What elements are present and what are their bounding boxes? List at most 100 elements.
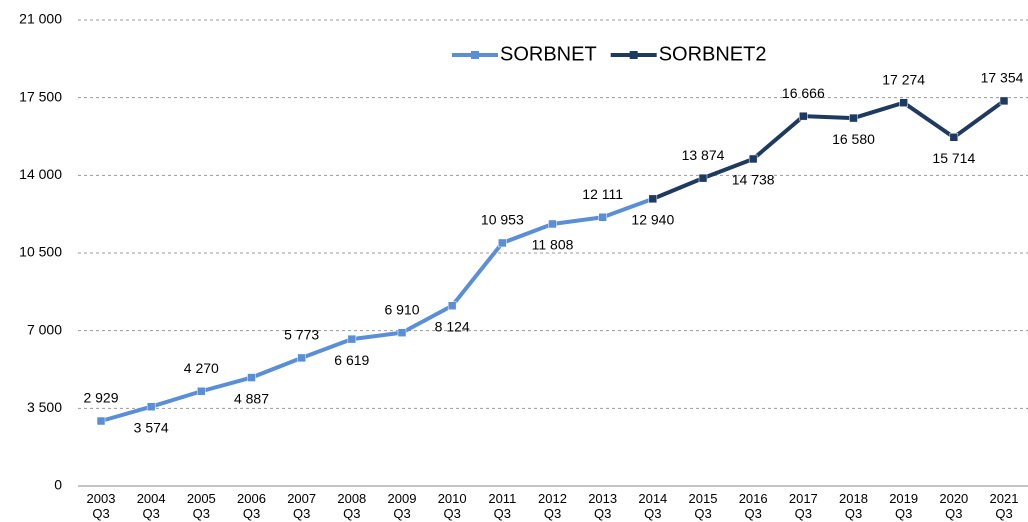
x-tick-year: 2014 — [638, 491, 667, 506]
x-tick-label: 2018 Q3 — [839, 491, 868, 521]
point — [397, 328, 407, 337]
x-tick-quarter: Q3 — [995, 506, 1012, 521]
data-label: 17 354 — [981, 70, 1024, 86]
point — [498, 238, 507, 248]
x-tick-label: 2008 Q3 — [337, 491, 366, 521]
point — [96, 416, 106, 426]
data-label: 13 874 — [682, 147, 725, 163]
point — [247, 373, 256, 382]
x-tick-label: 2012 Q3 — [538, 491, 567, 521]
y-tick-label: 0 — [54, 477, 62, 493]
data-label: 11 808 — [532, 237, 574, 253]
y-tick-label: 7 000 — [27, 321, 62, 337]
x-tick-year: 2010 — [438, 491, 467, 506]
legend-marker — [629, 51, 638, 59]
point — [748, 154, 758, 164]
data-label: 16 580 — [832, 131, 875, 147]
x-tick-label: 2007 Q3 — [287, 491, 316, 521]
legend-label: SORBNET — [500, 43, 597, 65]
x-tick-year: 2015 — [689, 491, 718, 506]
x-tick-quarter: Q3 — [193, 506, 210, 521]
x-tick-year: 2005 — [187, 491, 216, 506]
data-label: 5 773 — [284, 327, 319, 343]
point — [447, 301, 457, 310]
x-tick-label: 2009 Q3 — [388, 491, 417, 521]
series-line — [652, 99, 1006, 201]
y-tick-label: 3 500 — [27, 399, 62, 415]
y-tick-label: 21 000 — [19, 11, 62, 27]
x-tick-quarter: Q3 — [644, 506, 661, 521]
x-tick-year: 2009 — [388, 491, 417, 506]
point — [698, 173, 708, 183]
x-tick-quarter: Q3 — [243, 506, 260, 521]
x-tick-quarter: Q3 — [594, 506, 611, 521]
x-tick-quarter: Q3 — [895, 506, 912, 521]
x-tick-year: 2013 — [588, 491, 617, 506]
y-tick-label: 17 500 — [19, 88, 62, 104]
data-label: 10 953 — [481, 212, 524, 228]
x-tick-quarter: Q3 — [92, 506, 109, 521]
series-line — [100, 196, 654, 423]
x-tick-quarter: Q3 — [795, 506, 812, 521]
legend-marker — [471, 51, 479, 59]
x-tick-label: 2005 Q3 — [187, 491, 216, 521]
x-tick-quarter: Q3 — [443, 506, 460, 521]
x-tick-label: 2019 Q3 — [889, 491, 918, 521]
data-label: 12 940 — [631, 212, 674, 228]
x-tick-quarter: Q3 — [393, 506, 410, 521]
x-tick-label: 2006 Q3 — [237, 491, 266, 521]
x-tick-label: 2011 Q3 — [488, 491, 516, 521]
y-tick-label: 10 500 — [19, 244, 62, 260]
x-tick-label: 2020 Q3 — [939, 491, 968, 521]
x-tick-quarter: Q3 — [544, 506, 561, 521]
x-tick-quarter: Q3 — [494, 506, 511, 521]
x-tick-quarter: Q3 — [694, 506, 711, 521]
x-tick-year: 2007 — [287, 491, 316, 506]
x-tick-label: 2010 Q3 — [438, 491, 467, 521]
data-label: 14 738 — [732, 172, 775, 188]
x-tick-quarter: Q3 — [845, 506, 862, 521]
x-tick-year: 2003 — [87, 491, 116, 506]
x-tick-quarter: Q3 — [945, 506, 962, 521]
x-tick-quarter: Q3 — [343, 506, 360, 521]
x-tick-label: 2016 Q3 — [739, 491, 768, 521]
x-tick-year: 2011 — [488, 491, 516, 506]
x-tick-quarter: Q3 — [142, 506, 159, 521]
point — [197, 386, 206, 396]
point — [849, 113, 858, 123]
x-tick-year: 2012 — [538, 491, 567, 506]
x-tick-year: 2004 — [137, 491, 166, 506]
x-tick-quarter: Q3 — [744, 506, 761, 521]
point — [297, 353, 306, 363]
x-tick-year: 2006 — [237, 491, 266, 506]
data-label: 8 124 — [435, 318, 470, 334]
x-tick-quarter: Q3 — [293, 506, 310, 521]
x-tick-label: 2004 Q3 — [137, 491, 166, 521]
x-tick-label: 2003 Q3 — [87, 491, 116, 521]
x-tick-label: 2015 Q3 — [689, 491, 718, 521]
data-label: 3 574 — [134, 419, 169, 435]
point — [899, 98, 908, 107]
data-label: 6 910 — [384, 301, 419, 317]
point — [146, 402, 156, 411]
point — [648, 194, 658, 204]
point — [347, 334, 357, 344]
point — [999, 96, 1009, 106]
x-tick-year: 2018 — [839, 491, 868, 506]
data-label: 4 270 — [184, 360, 219, 376]
x-tick-label: 2021 Q3 — [990, 491, 1019, 521]
point — [949, 133, 959, 142]
data-label: 12 111 — [582, 186, 623, 202]
data-label: 15 714 — [932, 150, 975, 166]
data-label: 16 666 — [782, 85, 825, 101]
point — [548, 219, 557, 229]
data-label: 4 887 — [234, 390, 269, 406]
data-label: 2 929 — [83, 390, 118, 406]
data-label: 17 274 — [882, 71, 925, 87]
y-tick-label: 14 000 — [19, 166, 62, 182]
point — [598, 213, 607, 222]
x-tick-year: 2008 — [337, 491, 366, 506]
legend-label: SORBNET2 — [659, 43, 767, 65]
x-tick-year: 2019 — [889, 491, 918, 506]
